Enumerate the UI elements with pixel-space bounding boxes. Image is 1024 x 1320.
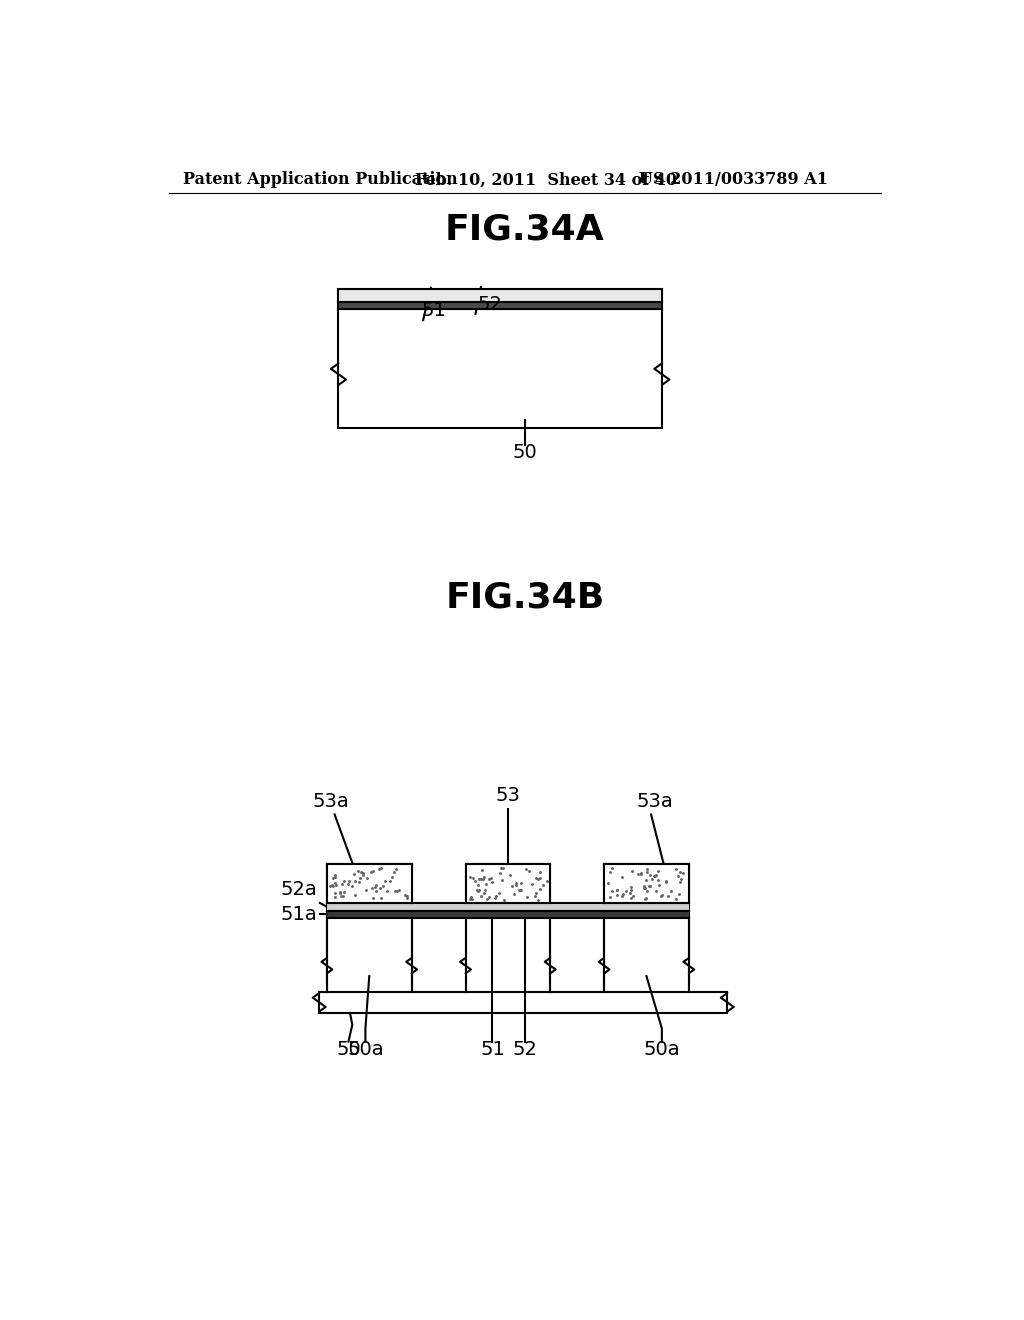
Text: FIG.34B: FIG.34B (445, 581, 604, 614)
Text: US 2011/0033789 A1: US 2011/0033789 A1 (639, 172, 827, 189)
Text: 53a: 53a (637, 792, 674, 810)
Text: FIG.34A: FIG.34A (444, 213, 605, 247)
Text: 51: 51 (480, 1040, 505, 1059)
Bar (466, 865, 550, 903)
Text: 50: 50 (512, 444, 538, 462)
Bar (327, 911, 689, 917)
Bar (327, 903, 689, 911)
Text: 52: 52 (477, 294, 502, 314)
Text: 51: 51 (422, 301, 446, 321)
Text: 50a: 50a (643, 1040, 680, 1059)
Text: 53a: 53a (312, 792, 349, 810)
Text: 51a: 51a (281, 904, 317, 924)
Bar (339, 289, 662, 302)
Bar (339, 302, 662, 309)
Text: 52: 52 (512, 1040, 538, 1059)
Text: Patent Application Publication: Patent Application Publication (183, 172, 458, 189)
Bar (327, 865, 412, 903)
Text: 50a: 50a (347, 1040, 384, 1059)
Text: Feb. 10, 2011  Sheet 34 of 40: Feb. 10, 2011 Sheet 34 of 40 (416, 172, 678, 189)
Text: 53: 53 (496, 787, 520, 805)
Text: 52a: 52a (281, 880, 317, 899)
Text: 50: 50 (336, 1040, 360, 1059)
Bar (604, 865, 689, 903)
